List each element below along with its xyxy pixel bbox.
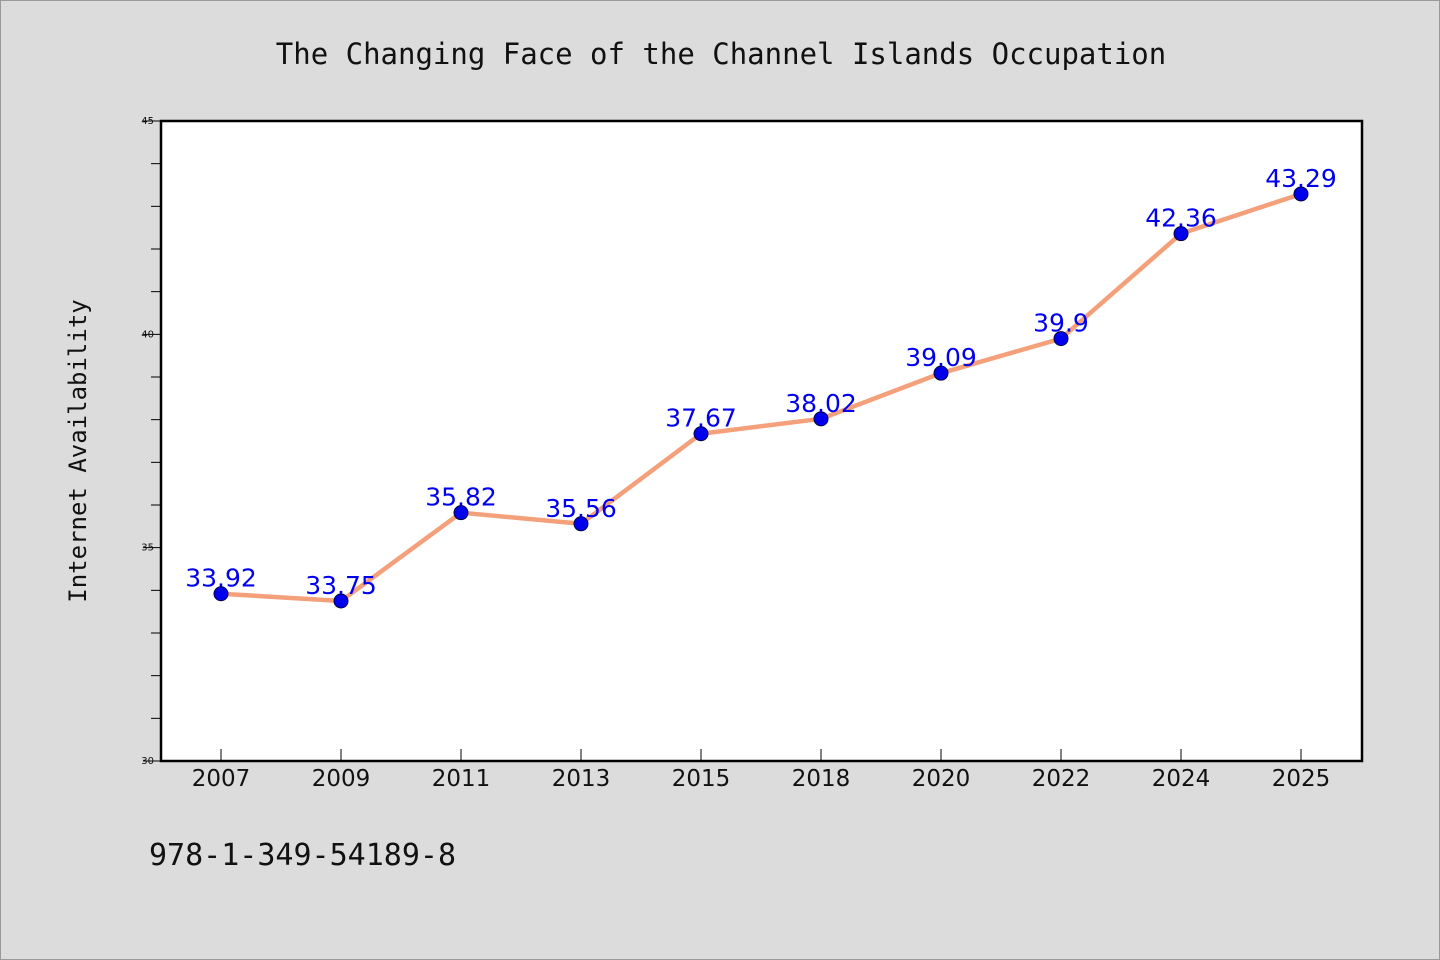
data-label: 39.9 xyxy=(1033,309,1089,338)
data-label: 33.75 xyxy=(305,571,377,600)
y-axis-label: Internet Availability xyxy=(64,299,92,602)
x-tick-label: 2007 xyxy=(192,766,251,792)
isbn-text: 978-1-349-54189-8 xyxy=(149,838,456,873)
data-point-marker xyxy=(333,593,349,609)
x-tick-label: 2013 xyxy=(552,766,611,792)
y-tick-label: 35 xyxy=(141,543,154,554)
y-tick-label: 40 xyxy=(141,329,154,340)
data-label: 35.56 xyxy=(545,494,617,523)
chart-title: The Changing Face of the Channel Islands… xyxy=(276,37,1166,71)
data-label: 38.02 xyxy=(785,389,857,418)
x-tick-label: 2015 xyxy=(672,766,731,792)
y-tick-label: 30 xyxy=(141,756,154,767)
data-labels-group: 33.92 33.75 35.82 35.56 37.67 38.02 39.09 39.9 4… xyxy=(185,164,1337,600)
x-tick-label: 2009 xyxy=(312,766,371,792)
data-label: 35.82 xyxy=(425,483,497,512)
data-point-marker xyxy=(1173,226,1189,242)
plot-area xyxy=(159,119,1364,763)
x-tick-label: 2018 xyxy=(792,766,851,792)
x-tick-label: 2025 xyxy=(1272,766,1331,792)
x-tick-label: 2022 xyxy=(1032,766,1091,792)
x-tick-label: 2024 xyxy=(1152,766,1211,792)
data-point-marker xyxy=(573,516,589,532)
data-point-marker xyxy=(213,586,229,602)
series-line-group xyxy=(213,186,1309,609)
data-label: 37.67 xyxy=(665,404,737,433)
y-axis: 30 35 40 45 xyxy=(141,116,161,767)
data-point-marker xyxy=(453,505,469,521)
data-label: 43.29 xyxy=(1265,164,1337,193)
series-line xyxy=(220,191,1302,604)
data-point-marker xyxy=(693,426,709,442)
y-tick-label: 45 xyxy=(141,116,154,127)
data-point-marker xyxy=(1053,331,1069,347)
data-point-marker xyxy=(1293,186,1309,202)
x-tick-label: 2020 xyxy=(912,766,971,792)
data-point-marker xyxy=(933,365,949,381)
x-tick-label: 2011 xyxy=(432,766,491,792)
x-axis: 2007 2009 2011 2013 2015 2018 2020 2022 2024 2025 xyxy=(192,749,1331,792)
data-label: 39.09 xyxy=(905,343,977,372)
data-point-marker xyxy=(813,411,829,427)
data-label: 33.92 xyxy=(185,564,257,593)
data-label: 42.36 xyxy=(1145,204,1217,233)
